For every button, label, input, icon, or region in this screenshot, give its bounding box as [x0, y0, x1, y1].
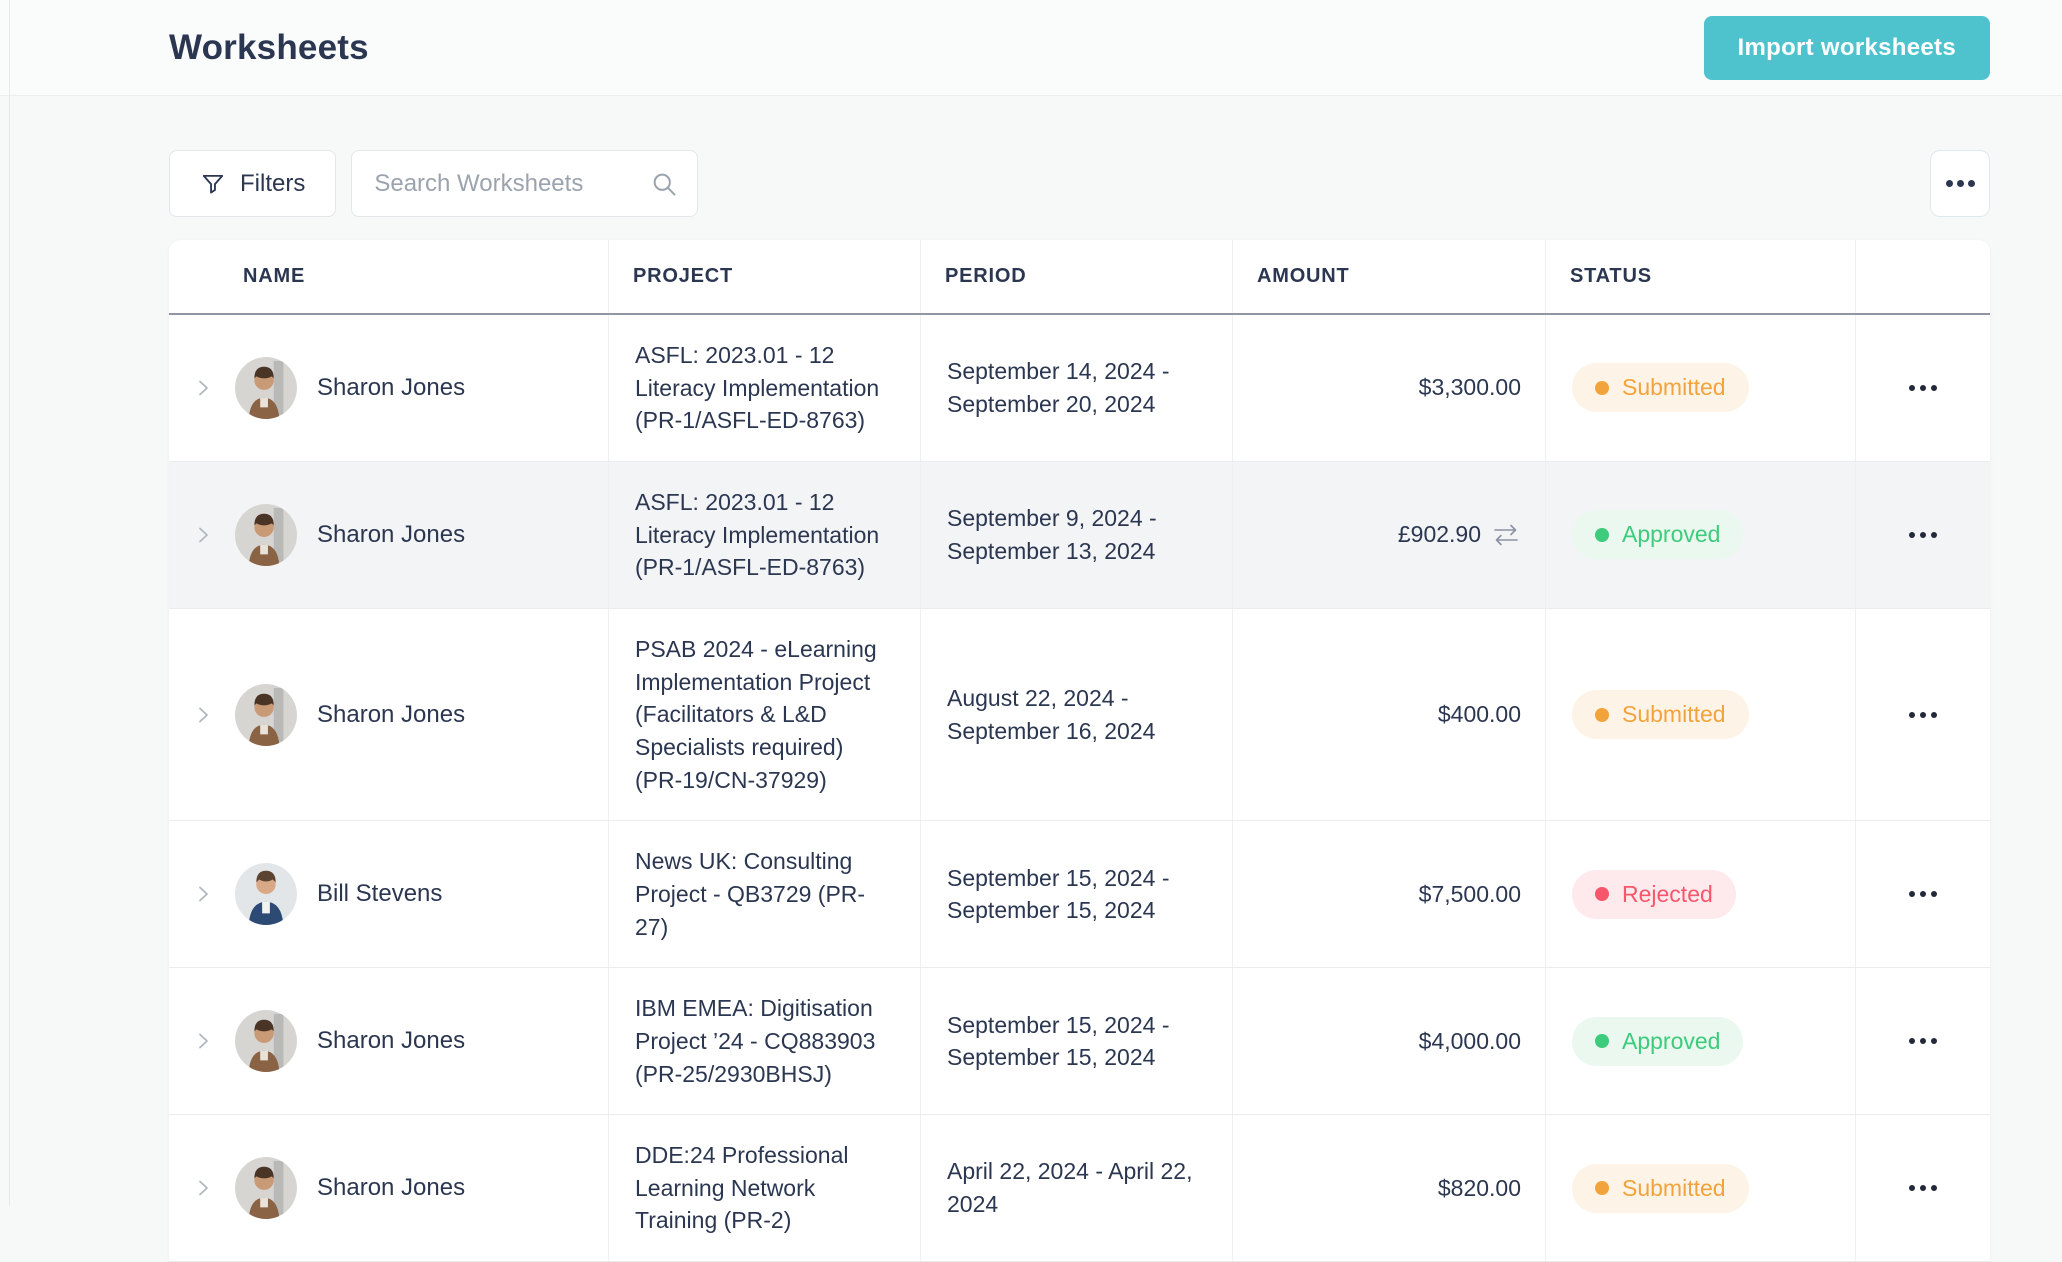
search-box: [351, 150, 699, 217]
status-label: Submitted: [1622, 374, 1726, 401]
row-expand-chevron-icon[interactable]: [191, 376, 215, 400]
filter-funnel-icon: [200, 171, 226, 197]
table-row[interactable]: Sharon Jones ASFL: 2023.01 - 12 Literacy…: [169, 315, 1990, 462]
worksheet-owner-name: Bill Stevens: [317, 880, 443, 908]
row-expand-chevron-icon[interactable]: [191, 1176, 215, 1200]
currency-exchange-icon: [1491, 523, 1521, 547]
period-range: September 14, 2024 - September 20, 2024: [947, 358, 1170, 417]
status-label: Approved: [1622, 521, 1721, 548]
period-range: April 22, 2024 - April 22, 2024: [947, 1158, 1193, 1218]
status-badge: Approved: [1572, 510, 1744, 560]
table-header-row: NAME PROJECT PERIOD AMOUNT STATUS: [169, 240, 1990, 315]
row-expand-chevron-icon[interactable]: [191, 1029, 215, 1053]
project-name: News UK: Consulting Project - QB3729 (PR…: [635, 848, 866, 940]
table-options-button[interactable]: [1930, 150, 1990, 217]
amount-value: $3,300.00: [1418, 374, 1521, 401]
page-header: Worksheets Import worksheets: [0, 0, 2062, 96]
search-icon: [650, 170, 678, 198]
worksheet-owner-name: Sharon Jones: [317, 1174, 466, 1202]
row-actions-button[interactable]: [1895, 371, 1951, 405]
row-actions-button[interactable]: [1895, 877, 1951, 911]
worksheet-owner-name: Sharon Jones: [317, 1027, 466, 1055]
amount-value: $4,000.00: [1418, 1027, 1521, 1054]
status-label: Rejected: [1622, 880, 1713, 907]
worksheets-table: NAME PROJECT PERIOD AMOUNT STATUS Sharon…: [169, 240, 1990, 1262]
status-label: Submitted: [1622, 1174, 1726, 1201]
status-label: Approved: [1622, 1027, 1721, 1054]
column-header-actions: [1855, 240, 1990, 313]
row-expand-chevron-icon[interactable]: [191, 882, 215, 906]
import-worksheets-button[interactable]: Import worksheets: [1703, 15, 1990, 80]
avatar: [235, 356, 297, 419]
search-input[interactable]: [351, 150, 699, 217]
column-header-status: STATUS: [1545, 240, 1855, 313]
row-actions-button[interactable]: [1895, 518, 1951, 552]
table-row[interactable]: Sharon Jones IBM EMEA: Digitisation Proj…: [169, 968, 1990, 1116]
avatar: [235, 1157, 297, 1220]
table-row[interactable]: Sharon Jones DDE:24 Professional Learnin…: [169, 1115, 1990, 1262]
status-badge: Approved: [1572, 1016, 1744, 1066]
status-dot-icon: [1595, 527, 1609, 542]
project-name: PSAB 2024 - eLearning Implementation Pro…: [635, 635, 877, 793]
row-expand-chevron-icon[interactable]: [191, 523, 215, 547]
status-dot-icon: [1595, 707, 1609, 722]
status-dot-icon: [1595, 887, 1609, 902]
status-dot-icon: [1595, 380, 1609, 395]
avatar: [235, 683, 297, 746]
avatar: [235, 503, 297, 566]
project-name: ASFL: 2023.01 - 12 Literacy Implementati…: [635, 488, 880, 581]
amount-value: $820.00: [1437, 1174, 1521, 1201]
status-badge: Rejected: [1572, 869, 1736, 919]
project-name: IBM EMEA: Digitisation Project ’24 - CQ8…: [635, 995, 876, 1087]
column-header-amount: AMOUNT: [1232, 240, 1545, 313]
row-actions-button[interactable]: [1895, 1024, 1951, 1058]
status-dot-icon: [1595, 1034, 1609, 1049]
period-range: September 15, 2024 - September 15, 2024: [947, 864, 1170, 924]
status-label: Submitted: [1622, 701, 1726, 728]
worksheet-owner-name: Sharon Jones: [317, 520, 466, 548]
table-row[interactable]: Bill Stevens News UK: Consulting Project…: [169, 821, 1990, 969]
filters-button[interactable]: Filters: [169, 150, 337, 217]
status-badge: Submitted: [1572, 363, 1749, 413]
status-badge: Submitted: [1572, 690, 1749, 740]
toolbar: Filters: [169, 150, 1990, 217]
worksheet-owner-name: Sharon Jones: [317, 700, 466, 728]
amount-value: $400.00: [1437, 701, 1521, 728]
filters-label: Filters: [240, 169, 306, 197]
page-title: Worksheets: [169, 27, 369, 67]
amount-value: $7,500.00: [1418, 880, 1521, 907]
column-header-project: PROJECT: [608, 240, 920, 313]
status-badge: Submitted: [1572, 1163, 1749, 1213]
worksheet-owner-name: Sharon Jones: [317, 373, 466, 401]
period-range: September 15, 2024 - September 15, 2024: [947, 1011, 1170, 1071]
row-expand-chevron-icon[interactable]: [191, 703, 215, 727]
row-actions-button[interactable]: [1895, 1171, 1951, 1205]
column-header-period: PERIOD: [920, 240, 1232, 313]
avatar: [235, 1010, 297, 1073]
avatar: [235, 863, 297, 926]
column-header-name: NAME: [243, 265, 306, 287]
status-dot-icon: [1595, 1181, 1609, 1196]
project-name: ASFL: 2023.01 - 12 Literacy Implementati…: [635, 342, 880, 434]
row-actions-button[interactable]: [1895, 698, 1951, 732]
period-range: September 9, 2024 - September 13, 2024: [947, 505, 1157, 564]
amount-value: £902.90: [1397, 521, 1481, 548]
period-range: August 22, 2024 - September 16, 2024: [947, 684, 1156, 744]
table-row[interactable]: Sharon Jones ASFL: 2023.01 - 12 Literacy…: [169, 461, 1990, 609]
table-row[interactable]: Sharon Jones PSAB 2024 - eLearning Imple…: [169, 608, 1990, 822]
project-name: DDE:24 Professional Learning Network Tra…: [635, 1142, 849, 1234]
